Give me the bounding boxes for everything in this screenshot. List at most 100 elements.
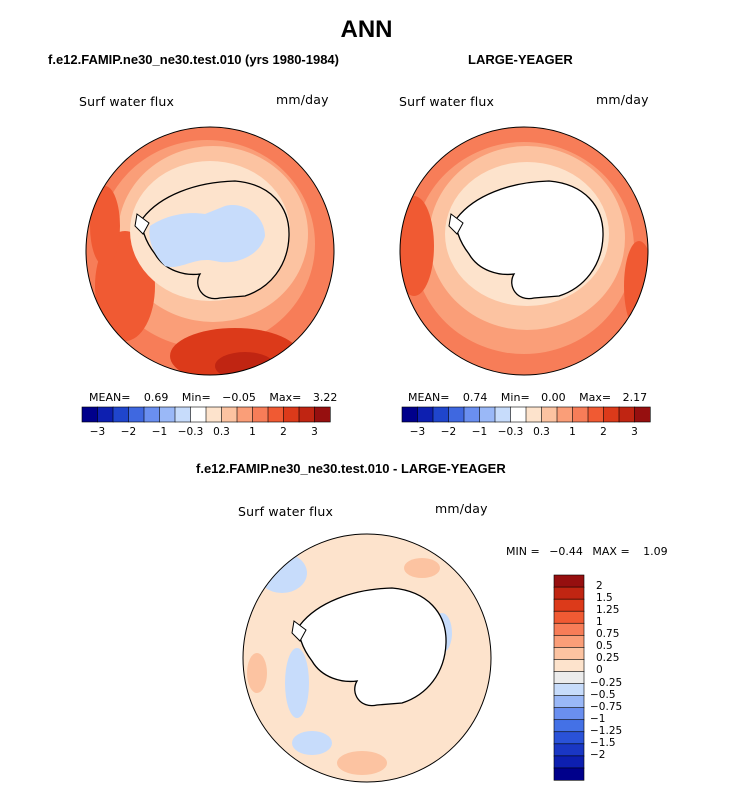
polar-map-diff: [242, 533, 492, 783]
main-title: ANN: [340, 16, 393, 43]
colorbar-test-tick-label: 2: [280, 426, 287, 438]
colorbar-obs-swatch: [525, 406, 543, 423]
max-value: 2.17: [622, 391, 648, 404]
colorbar-diff-label: 0.5: [596, 640, 613, 653]
colorbar-obs-swatch: [401, 406, 419, 423]
colorbar-diff-swatch: [553, 719, 585, 733]
stats-diff: MIN = −0.44 MAX = 1.09: [506, 545, 668, 558]
colorbar-test: [81, 406, 331, 423]
colorbar-obs-swatch: [541, 406, 558, 423]
colorbar-test-swatch: [174, 406, 192, 423]
panel-title-test: f.e12.FAMIP.ne30_ne30.test.010 (yrs 1980…: [48, 52, 339, 67]
max-label: Max=: [269, 391, 302, 404]
colorbar-test-swatch: [221, 406, 238, 423]
colorbar-obs-swatch: [417, 406, 434, 423]
colorbar-diff-swatch: [553, 683, 585, 697]
colorbar-obs-swatch: [618, 406, 636, 423]
colorbar-test-labels: −3 −2 −1 −0.3 0.3 1 2 3: [82, 426, 330, 440]
colorbar-obs-swatch: [510, 406, 527, 423]
colorbar-obs-swatch: [479, 406, 496, 423]
antarctica-outline-diff: [298, 587, 447, 707]
colorbar-test-tick-label: 1: [249, 426, 256, 438]
min-value: −0.44: [549, 545, 583, 558]
colorbar-diff-label: 1: [596, 616, 603, 629]
colorbar-diff-label: −0.75: [590, 700, 623, 713]
colorbar-obs-swatch: [432, 406, 450, 423]
polar-map-obs: [399, 126, 649, 376]
colorbar-diff-label: −0.25: [590, 676, 623, 689]
colorbar-test-tick-label: 0.3: [213, 426, 230, 438]
colorbar-test-swatch: [283, 406, 300, 423]
colorbar-diff-swatch: [553, 767, 585, 781]
colorbar-test-swatch: [143, 406, 161, 423]
colorbar-obs-swatch: [603, 406, 620, 423]
colorbar-diff-label: −1.25: [590, 724, 623, 737]
colorbar-diff-label: 1.5: [596, 592, 613, 605]
colorbar-obs-tick-label: −0.3: [497, 426, 524, 438]
variable-label-test: Surf water flux: [79, 94, 175, 109]
colorbar-test-tick-label: −3: [89, 426, 106, 438]
colorbar-obs-tick-label: −2: [440, 426, 457, 438]
colorbar-diff-swatch: [553, 731, 585, 745]
min-label: Min=: [500, 391, 530, 404]
colorbar-obs-labels: −3 −2 −1 −0.3 0.3 1 2 3: [402, 426, 650, 440]
min-label: Min=: [181, 391, 211, 404]
antarctica-outline-obs: [455, 180, 604, 300]
mean-label: MEAN=: [408, 391, 450, 404]
max-value: 1.09: [643, 545, 668, 558]
stats-test: MEAN= 0.69 Min= −0.05 Max= 3.22: [89, 391, 337, 404]
colorbar-test-swatch: [314, 406, 331, 423]
colorbar-diff: [553, 574, 585, 781]
colorbar-obs-swatch: [634, 406, 651, 423]
colorbar-test-tick-label: 3: [311, 426, 318, 438]
colorbar-diff-swatch: [553, 574, 585, 588]
colorbar-obs-swatch: [463, 406, 481, 423]
stats-obs: MEAN= 0.74 Min= 0.00 Max= 2.17: [408, 391, 647, 404]
colorbar-diff-swatch: [553, 598, 585, 612]
max-label: Max=: [579, 391, 612, 404]
colorbar-diff-swatch: [553, 610, 585, 624]
colorbar-diff-swatch: [553, 743, 585, 757]
colorbar-obs-tick-label: −3: [409, 426, 426, 438]
colorbar-obs-swatch: [587, 406, 605, 423]
colorbar-diff-swatch: [553, 647, 585, 661]
colorbar-test-tick-label: −2: [120, 426, 137, 438]
panel-title-diff: f.e12.FAMIP.ne30_ne30.test.010 - LARGE-Y…: [196, 461, 506, 476]
mean-label: MEAN=: [89, 391, 131, 404]
colorbar-test-swatch: [128, 406, 145, 423]
units-label-test: mm/day: [276, 92, 329, 107]
polar-map-test: [85, 126, 335, 376]
colorbar-test-swatch: [112, 406, 130, 423]
colorbar-test-swatch: [205, 406, 223, 423]
colorbar-diff-swatch: [553, 671, 585, 685]
colorbar-obs-swatch: [556, 406, 574, 423]
colorbar-diff-swatch: [553, 695, 585, 709]
colorbar-test-swatch: [298, 406, 316, 423]
colorbar-diff-labels: 2 1.5 1.25 1 0.75 0.5 0.25 0 −0.25 −0.5 −0.75 −1 −1.…: [590, 575, 650, 780]
colorbar-diff-label: −2: [590, 748, 606, 761]
colorbar-diff-label: −1: [590, 712, 606, 725]
mean-value: 0.69: [143, 391, 169, 404]
max-value: 3.22: [312, 391, 338, 404]
colorbar-obs-tick-label: 3: [631, 426, 638, 438]
min-label: MIN =: [506, 545, 540, 558]
colorbar-diff-label: −1.5: [590, 736, 616, 749]
colorbar-diff-label: 1.25: [596, 604, 620, 617]
colorbar-diff-label: −0.5: [590, 688, 616, 701]
colorbar-diff-label: 2: [596, 580, 603, 593]
colorbar-obs-swatch: [448, 406, 465, 423]
mean-value: 0.74: [462, 391, 488, 404]
min-value: 0.00: [541, 391, 566, 404]
colorbar-obs-tick-label: −1: [471, 426, 488, 438]
colorbar-diff-swatch: [553, 586, 585, 600]
colorbar-obs-tick-label: 0.3: [533, 426, 550, 438]
colorbar-obs-swatch: [572, 406, 589, 423]
colorbar-obs-swatch: [494, 406, 512, 423]
colorbar-test-swatch: [236, 406, 254, 423]
colorbar-diff-label: 0: [596, 664, 603, 677]
max-label: MAX =: [592, 545, 630, 558]
colorbar-obs-tick-label: 2: [600, 426, 607, 438]
colorbar-diff-swatch: [553, 659, 585, 673]
min-value: −0.05: [222, 391, 256, 404]
colorbar-test-tick-label: −0.3: [177, 426, 204, 438]
